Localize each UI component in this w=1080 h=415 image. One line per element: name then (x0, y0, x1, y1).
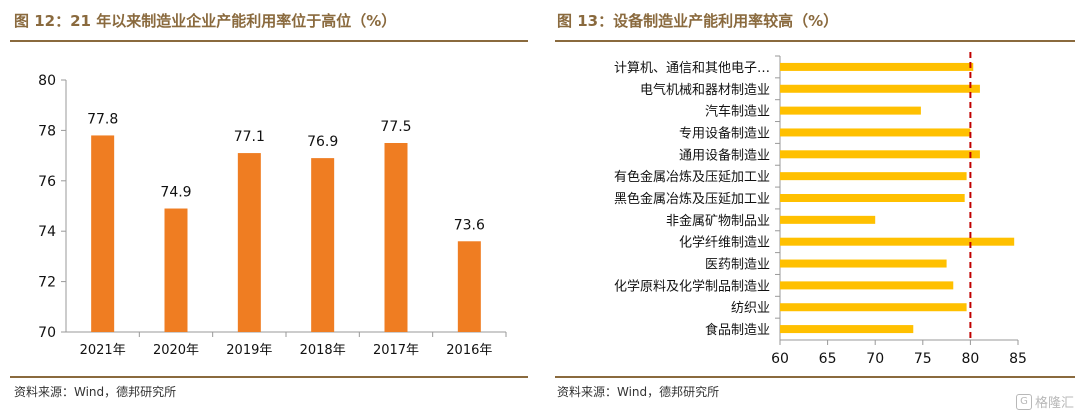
y-category-label: 化学原料及化学制品制造业 (614, 278, 770, 294)
bar (780, 84, 980, 93)
watermark-text: 格隆汇 (1034, 396, 1074, 411)
x-tick-label: 80 (961, 351, 979, 367)
right-title-rule (555, 40, 1075, 42)
left-title-rule (10, 40, 528, 42)
data-label: 77.8 (87, 111, 118, 127)
bar (780, 237, 1015, 246)
y-tick-label: 78 (38, 123, 56, 139)
bar (780, 303, 967, 312)
y-category-label: 计算机、通信和其他电子… (614, 61, 770, 76)
x-category-label: 2019年 (226, 343, 272, 358)
data-label: 74.9 (160, 185, 191, 201)
bar (780, 215, 876, 224)
bar (311, 158, 335, 332)
x-tick-label: 75 (914, 351, 932, 367)
left-chart-title: 图 12：21 年以来制造业企业产能利用率位于高位（%） (14, 12, 397, 30)
bar (780, 325, 914, 334)
bar (780, 128, 971, 137)
bar (780, 281, 954, 290)
gelonghui-logo-icon: G (1015, 393, 1032, 410)
y-category-label: 食品制造业 (705, 322, 770, 338)
right-bar-chart: 60 65 70 75 80 85 计算机、通信和其他电子… 电气机械和器材制造业汽车制造业专… (614, 52, 1027, 367)
y-tick-label: 72 (38, 275, 56, 291)
data-label: 77.1 (234, 129, 265, 145)
bar (457, 241, 481, 332)
y-tick-label: 74 (38, 224, 56, 240)
y-tick-label: 76 (38, 174, 56, 190)
x-category-label: 2017年 (373, 343, 419, 358)
y-category-label: 通用设备制造业 (679, 147, 770, 163)
bar (384, 143, 408, 332)
right-chart-title: 图 13：设备制造业产能利用率较高（%） (557, 12, 839, 30)
bar (164, 208, 188, 332)
x-tick-label: 85 (1009, 351, 1027, 367)
x-category-label: 2018年 (300, 343, 346, 358)
y-category-label: 黑色金属冶炼及压延加工业 (614, 191, 770, 207)
y-category-label: 汽车制造业 (705, 104, 770, 120)
y-category-label: 非金属矿物制品业 (666, 213, 770, 229)
left-bar-chart: 70 72 74 76 78 80 77.8 2021年 74.9 2020年 77.1 2019年 7… (38, 73, 507, 358)
x-category-label: 2016年 (446, 343, 492, 358)
bar (91, 135, 115, 332)
bar (780, 62, 974, 71)
bar (780, 194, 965, 202)
right-chart-panel: 图 13：设备制造业产能利用率较高（%） 60 65 70 75 80 85 计算机、通信和… (551, 0, 1080, 415)
x-category-label: 2020年 (153, 343, 199, 358)
y-category-label: 有色金属冶炼及压延加工业 (614, 169, 770, 185)
bar (780, 150, 980, 159)
x-tick-label: 70 (866, 351, 884, 367)
data-label: 77.5 (380, 119, 411, 135)
bar (780, 106, 921, 115)
x-tick-label: 60 (771, 351, 789, 367)
right-source-note: 资料来源：Wind，德邦研究所 (557, 385, 720, 399)
y-category-label: 电气机械和器材制造业 (640, 82, 770, 98)
bar (780, 259, 947, 268)
data-label: 73.6 (454, 217, 485, 233)
bar (237, 153, 261, 332)
left-chart-panel: 图 12：21 年以来制造业企业产能利用率位于高位（%） 70 72 74 76 78 8… (0, 0, 530, 415)
y-category-label: 医药制造业 (705, 258, 770, 273)
y-category-label: 纺织业 (731, 301, 770, 316)
y-category-label: 专用设备制造业 (679, 125, 770, 141)
data-label: 76.9 (307, 134, 338, 150)
left-source-note: 资料来源：Wind，德邦研究所 (14, 385, 177, 399)
y-tick-label: 80 (38, 73, 56, 89)
y-tick-label: 70 (38, 325, 56, 341)
y-category-label: 化学纤维制造业 (679, 235, 770, 251)
left-source-rule (10, 376, 528, 378)
bar (780, 172, 967, 181)
x-category-label: 2021年 (80, 343, 126, 358)
x-tick-label: 65 (819, 351, 837, 367)
right-source-rule (555, 376, 1075, 378)
watermark: G 格隆汇 (1015, 392, 1074, 411)
